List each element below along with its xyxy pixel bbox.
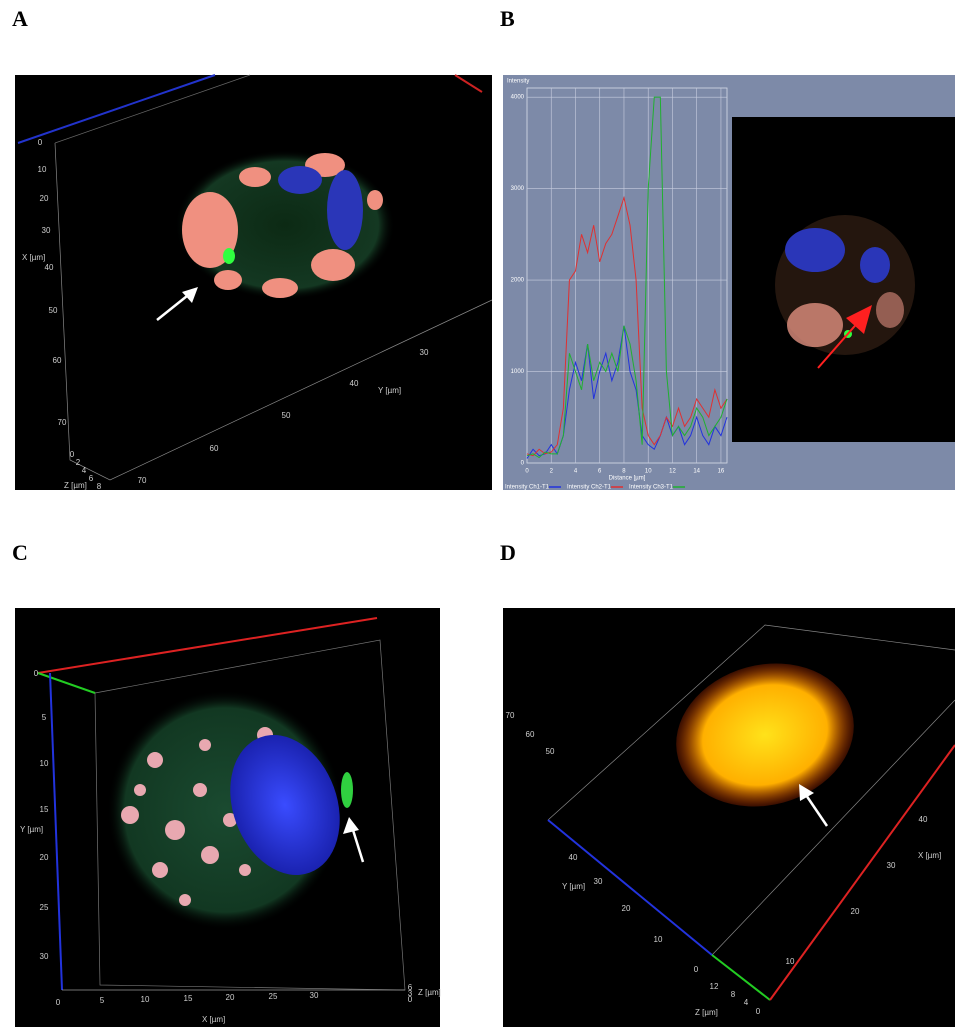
- tick-label: 0: [694, 965, 699, 974]
- tick-label: 50: [546, 747, 555, 756]
- x-tick-label: 10: [645, 469, 652, 475]
- tick-label: 30: [887, 861, 896, 870]
- tick-label: 60: [526, 730, 535, 739]
- legend-label: Intensity Ch3-T1: [629, 485, 674, 491]
- tick-label: 70: [58, 418, 67, 427]
- y-tick-label: 4000: [511, 95, 525, 101]
- panel-label: C: [12, 540, 28, 565]
- tick-label: 10: [654, 935, 663, 944]
- tick-label: 4: [744, 998, 749, 1007]
- tick-label: 10: [141, 995, 150, 1004]
- tick-label: 20: [226, 993, 235, 1002]
- tick-label: 12: [710, 982, 719, 991]
- y-tick-label: 2000: [511, 278, 525, 284]
- x-tick-label: 14: [693, 469, 700, 475]
- axis-title: Z [µm]: [695, 1008, 718, 1017]
- tick-label: 50: [49, 306, 58, 315]
- tick-label: 0: [756, 1007, 761, 1016]
- tick-label: 40: [919, 815, 928, 824]
- tick-label: 20: [851, 907, 860, 916]
- axis-title: X [µm]: [22, 253, 45, 262]
- legend-label: Intensity Ch1-T1: [505, 485, 550, 491]
- tick-label: 20: [40, 853, 49, 862]
- tick-label: 30: [420, 348, 429, 357]
- axis-title: X [µm]: [202, 1015, 225, 1024]
- tick-label: 40: [350, 379, 359, 388]
- y-tick-label: 3000: [511, 186, 525, 192]
- panel-b-plot: [503, 75, 955, 490]
- tick-label: 0: [34, 669, 39, 678]
- panel-d-image: [503, 608, 955, 1027]
- tick-label: 15: [40, 805, 49, 814]
- tick-label: 60: [53, 356, 62, 365]
- tick-label: 30: [310, 991, 319, 1000]
- tick-label: 60: [210, 444, 219, 453]
- tick-label: 30: [42, 226, 51, 235]
- tick-label: 8: [97, 482, 102, 491]
- axis-title: Y [µm]: [378, 386, 401, 395]
- tick-label: 0: [38, 138, 43, 147]
- x-tick-label: 16: [718, 469, 725, 475]
- tick-label: 0: [70, 450, 75, 459]
- tick-label: 20: [40, 194, 49, 203]
- tick-label: 70: [506, 711, 515, 720]
- figure: A B C D X [µm]010203040506070Y [µm]30405…: [0, 0, 955, 1027]
- legend-label: Intensity Ch2-T1: [567, 485, 612, 491]
- tick-label: 70: [138, 476, 147, 485]
- x-tick-label: 12: [669, 469, 676, 475]
- tick-label: 10: [786, 957, 795, 966]
- y-tick-label: 1000: [511, 369, 525, 375]
- tick-label: 30: [40, 952, 49, 961]
- x-axis-title: Distance [µm]: [609, 476, 646, 482]
- tick-label: 40: [45, 263, 54, 272]
- tick-label: 40: [569, 853, 578, 862]
- tick-label: 4: [82, 466, 87, 475]
- tick-label: 8: [731, 990, 736, 999]
- axis-title: X [µm]: [918, 851, 941, 860]
- axis-title: Z [µm]: [64, 481, 87, 490]
- panel-a-image: [15, 75, 492, 490]
- tick-label: 15: [184, 994, 193, 1003]
- chart-title: Intensity: [507, 79, 529, 85]
- panel-label: B: [500, 6, 515, 31]
- tick-label: 6: [89, 474, 94, 483]
- tick-label: 0: [56, 998, 61, 1007]
- tick-label: 25: [40, 903, 49, 912]
- tick-label: 10: [40, 759, 49, 768]
- tick-label: 10: [38, 165, 47, 174]
- panel-label: A: [12, 6, 28, 31]
- tick-label: 5: [100, 996, 105, 1005]
- tick-label: 30: [594, 877, 603, 886]
- tick-label: 2: [76, 458, 81, 467]
- panel-c-image: [15, 608, 440, 1027]
- axis-title: Z [µm]: [418, 988, 441, 997]
- axis-title: Y [µm]: [562, 882, 585, 891]
- axis-title: Y [µm]: [20, 825, 43, 834]
- tick-label: 25: [269, 992, 278, 1001]
- panel-label: D: [500, 540, 516, 565]
- tick-label: 50: [282, 411, 291, 420]
- tick-label: 0: [408, 995, 413, 1004]
- tick-label: 20: [622, 904, 631, 913]
- tick-label: 5: [42, 713, 47, 722]
- page: A B C D X [µm]010203040506070Y [µm]30405…: [0, 0, 955, 1027]
